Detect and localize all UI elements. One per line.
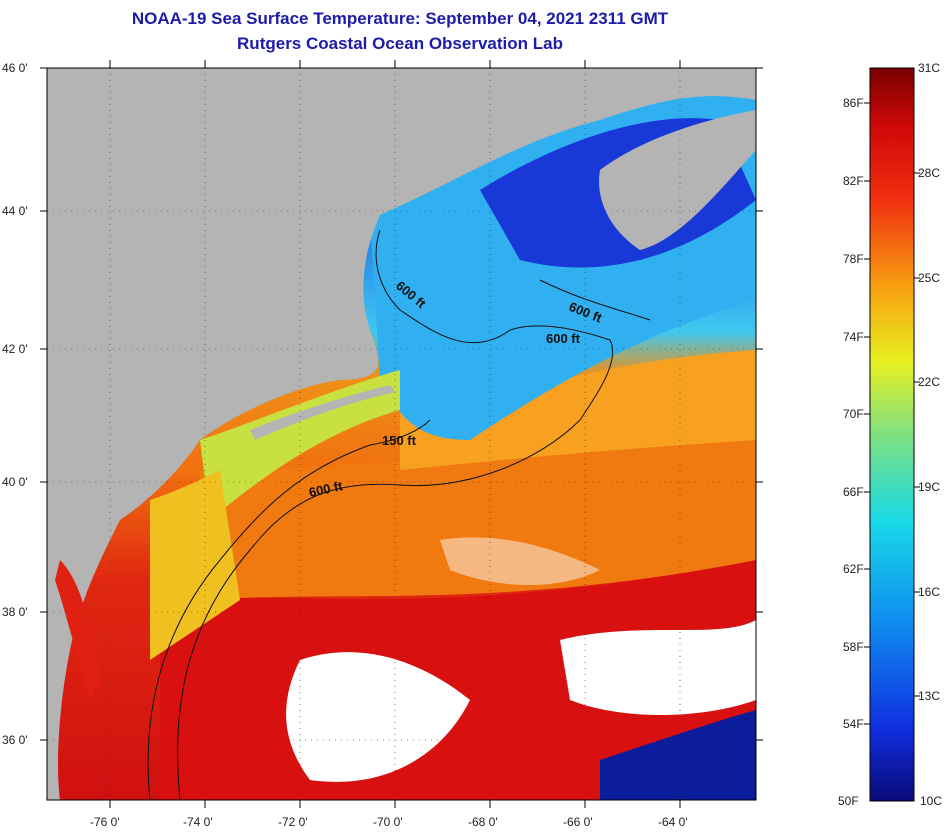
- celsius-label: 25C: [918, 271, 940, 285]
- lon-tick-label: -66 0': [563, 815, 593, 829]
- graticule: [47, 68, 756, 800]
- land-mass: [47, 68, 756, 800]
- nova-scotia: [599, 110, 756, 250]
- contour-label: 600 ft: [308, 478, 345, 500]
- lon-tick-label: -76 0': [90, 815, 120, 829]
- fahrenheit-label: 86F: [843, 96, 864, 110]
- celsius-label: 13C: [918, 689, 940, 703]
- fahrenheit-label: 58F: [843, 640, 864, 654]
- lon-tick-label: -70 0': [373, 815, 403, 829]
- fahrenheit-label: 50F: [838, 794, 859, 808]
- celsius-label: 28C: [918, 166, 940, 180]
- slope-water-region: [200, 440, 756, 600]
- cloud-patch: [560, 620, 756, 715]
- fahrenheit-label: 62F: [843, 562, 864, 576]
- fahrenheit-label: 66F: [843, 485, 864, 499]
- latitude-axis: 46 0' 44 0' 42 0' 40 0' 38 0' 36 0': [2, 61, 763, 747]
- lon-tick-label: -74 0': [183, 815, 213, 829]
- fahrenheit-label: 78F: [843, 252, 864, 266]
- celsius-label: 22C: [918, 375, 940, 389]
- lat-tick-label: 36 0': [2, 733, 28, 747]
- celsius-label: 31C: [918, 61, 940, 75]
- fahrenheit-label: 82F: [843, 174, 864, 188]
- contour-label: 600 ft: [546, 331, 581, 346]
- lon-tick-label: -72 0': [278, 815, 308, 829]
- lat-tick-label: 44 0': [2, 204, 28, 218]
- depth-contour-600ft: [177, 229, 614, 800]
- lon-tick-label: -68 0': [468, 815, 498, 829]
- map-frame: [46, 67, 757, 801]
- celsius-label: 10C: [920, 794, 942, 808]
- lon-tick-label: -64 0': [658, 815, 688, 829]
- map-subtitle: Rutgers Coastal Ocean Observation Lab: [237, 34, 563, 53]
- lat-tick-label: 38 0': [2, 605, 28, 619]
- map-body: [47, 68, 756, 800]
- lat-tick-label: 46 0': [2, 61, 28, 75]
- longitude-axis: -76 0' -74 0' -72 0' -70 0' -68 0' -66 0…: [90, 60, 688, 829]
- fahrenheit-label: 70F: [843, 407, 864, 421]
- depth-contour-150ft: [147, 419, 431, 800]
- cloud-patch: [286, 652, 470, 782]
- contour-label: 150 ft: [382, 433, 417, 448]
- map-title: NOAA-19 Sea Surface Temperature: Septemb…: [131, 9, 669, 28]
- lat-tick-label: 40 0': [2, 475, 28, 489]
- lat-tick-label: 42 0': [2, 342, 28, 356]
- color-scale-bar: 86F 82F 78F 74F 70F 66F 62F 58F 54F 50F …: [838, 61, 942, 808]
- fahrenheit-label: 54F: [843, 717, 864, 731]
- celsius-label: 19C: [918, 480, 940, 494]
- celsius-label: 16C: [918, 585, 940, 599]
- fahrenheit-label: 74F: [843, 330, 864, 344]
